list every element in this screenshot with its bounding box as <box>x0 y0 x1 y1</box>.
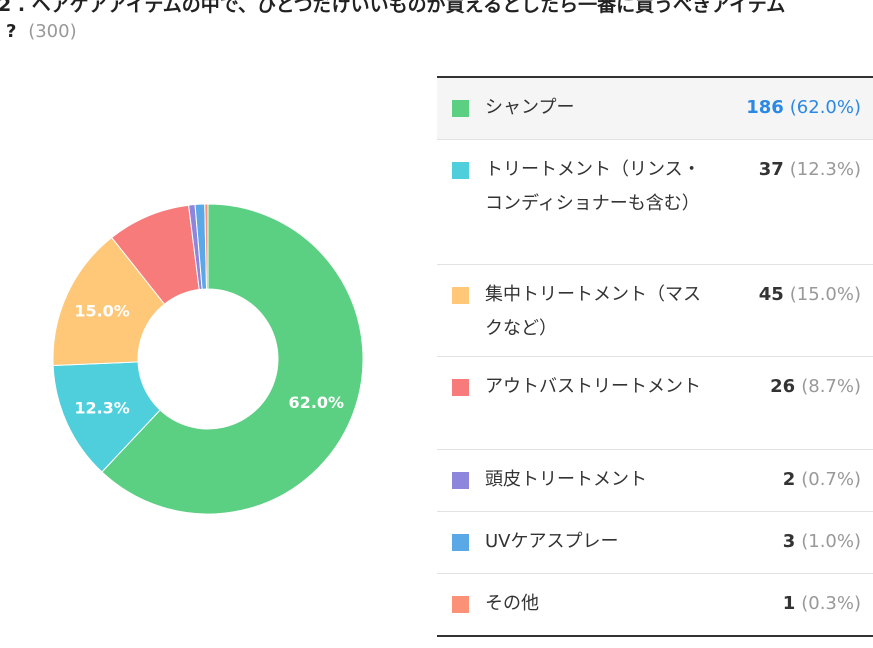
legend-value: 37 (12.3%) <box>759 153 861 187</box>
legend-percent: (12.3%) <box>789 159 861 180</box>
legend-swatch <box>452 472 469 489</box>
legend-percent: (0.3%) <box>801 593 861 614</box>
question-text: 2 . ヘアケアアイテムの中で、ひとつだけいいものが買えるとしたら一番に買うべき… <box>0 0 786 16</box>
legend-value: 45 (15.0%) <box>759 278 861 312</box>
slice-label-shampoo: 62.0% <box>289 393 345 412</box>
legend-value: 1 (0.3%) <box>783 587 861 621</box>
legend-value: 186 (62.0%) <box>746 91 861 125</box>
legend-count: 3 <box>782 531 796 552</box>
legend-label: トリートメント（リンス・コンディショナーも含む） <box>485 159 701 214</box>
respondent-count: (300) <box>28 21 77 42</box>
legend-row-scalp-treatment[interactable]: 頭皮トリートメント 2 (0.7%) <box>437 450 873 512</box>
legend-swatch <box>452 100 469 117</box>
legend-percent: (1.0%) <box>801 531 861 552</box>
slice-other[interactable] <box>204 203 209 290</box>
legend-percent: (62.0%) <box>789 97 861 118</box>
legend-count: 45 <box>758 284 784 305</box>
legend-swatch <box>452 162 469 179</box>
chart-legend-table: シャンプー 186 (62.0%) トリートメント（リンス・コンディショナーも含む… <box>437 76 873 637</box>
donut-chart: 62.0% 12.3% 15.0% <box>52 203 364 515</box>
legend-row-shampoo[interactable]: シャンプー 186 (62.0%) <box>437 78 873 140</box>
legend-row-other[interactable]: その他 1 (0.3%) <box>437 574 873 635</box>
legend-percent: (8.7%) <box>801 376 861 397</box>
slice-shampoo[interactable] <box>101 203 364 515</box>
question-mark: ? <box>6 21 17 42</box>
legend-label: シャンプー <box>485 97 575 118</box>
legend-row-outbath-treatment[interactable]: アウトバストリートメント 26 (8.7%) <box>437 357 873 450</box>
legend-label: アウトバストリートメント <box>485 376 701 397</box>
legend-count: 37 <box>758 159 784 180</box>
legend-percent: (15.0%) <box>789 284 861 305</box>
legend-count: 2 <box>782 469 796 490</box>
question-title: 2 . ヘアケアアイテムの中で、ひとつだけいいものが買えるとしたら一番に買うべき… <box>0 0 873 18</box>
chart-slices <box>52 203 364 515</box>
legend-swatch <box>452 596 469 613</box>
legend-value: 26 (8.7%) <box>770 370 861 404</box>
legend-percent: (0.7%) <box>801 469 861 490</box>
legend-swatch <box>452 379 469 396</box>
legend-swatch <box>452 287 469 304</box>
legend-label: UVケアスプレー <box>485 531 619 552</box>
chart-slice-labels: 62.0% 12.3% 15.0% <box>74 302 344 418</box>
legend-swatch <box>452 534 469 551</box>
legend-row-intensive-treatment[interactable]: 集中トリートメント（マスクなど） 45 (15.0%) <box>437 265 873 357</box>
legend-value: 3 (1.0%) <box>783 525 861 559</box>
question-subline: ? (300) <box>6 20 77 44</box>
legend-label: 頭皮トリートメント <box>485 469 647 490</box>
slice-label-intensive-treatment: 15.0% <box>74 302 130 321</box>
legend-count: 186 <box>746 97 784 118</box>
legend-count: 1 <box>782 593 796 614</box>
slice-label-treatment: 12.3% <box>74 398 130 417</box>
legend-row-uv-spray[interactable]: UVケアスプレー 3 (1.0%) <box>437 512 873 574</box>
legend-value: 2 (0.7%) <box>783 463 861 497</box>
legend-label: その他 <box>485 593 539 614</box>
legend-row-treatment[interactable]: トリートメント（リンス・コンディショナーも含む） 37 (12.3%) <box>437 140 873 265</box>
legend-label: 集中トリートメント（マスクなど） <box>485 284 701 339</box>
legend-count: 26 <box>770 376 796 397</box>
